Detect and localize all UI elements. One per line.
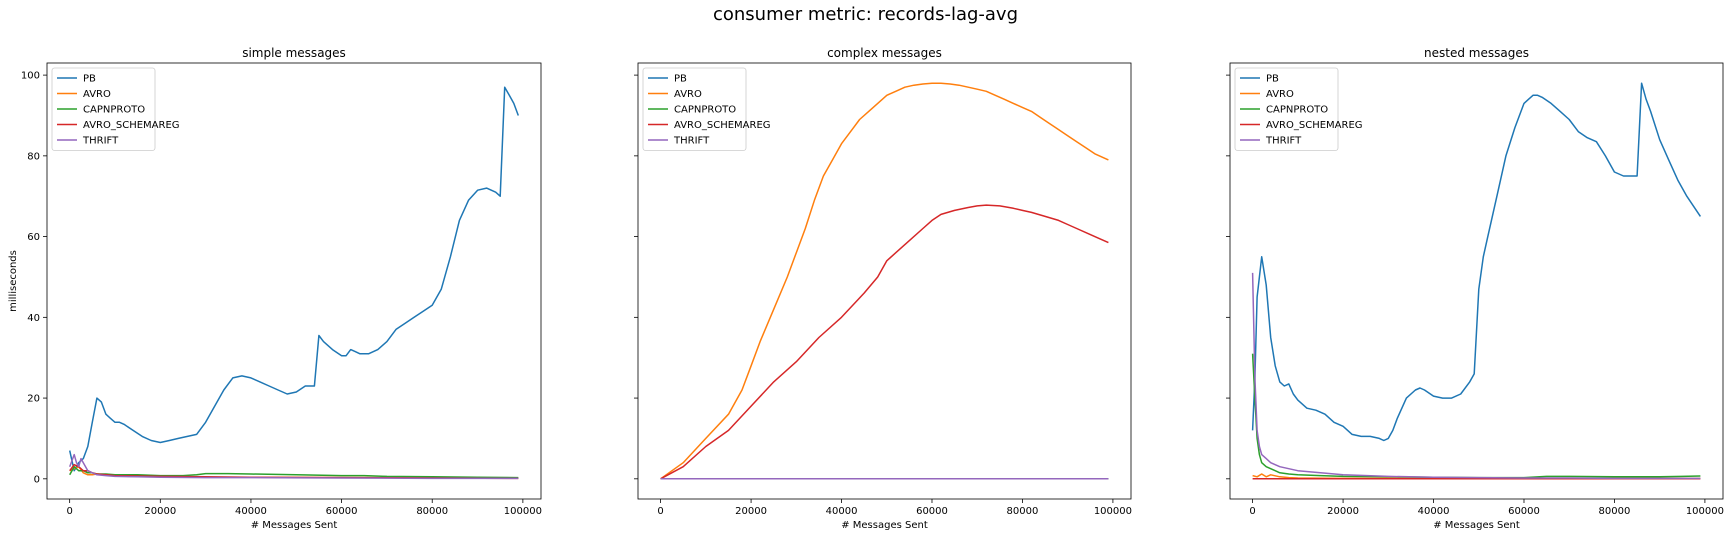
legend: PB AVRO CAPNPROTO AVRO_SCHEMAREG THRIFT [642, 67, 771, 151]
x-tick-label: 40000 [235, 506, 267, 517]
x-tick-label: 60000 [326, 506, 358, 517]
x-tick-label: 0 [1249, 506, 1255, 517]
x-tick-label: 0 [66, 506, 72, 517]
x-tick-label: 60000 [916, 506, 948, 517]
x-axis-label: # Messages Sent [251, 520, 338, 531]
x-tick-label: 40000 [826, 506, 858, 517]
x-tick-label: 20000 [735, 506, 767, 517]
legend-label: AVRO_SCHEMAREG [674, 120, 771, 131]
x-axis-label: # Messages Sent [841, 520, 928, 531]
legend: PB AVRO CAPNPROTO AVRO_SCHEMAREG THRIFT [1234, 67, 1363, 151]
legend-label: PB [674, 74, 687, 85]
y-tick-label: 60 [27, 232, 40, 243]
legend-label: CAPNPROTO [1266, 105, 1328, 116]
legend-label: AVRO [1266, 89, 1294, 100]
x-tick-label: 80000 [416, 506, 448, 517]
chart-title: nested messages [1424, 46, 1529, 60]
legend-label: AVRO_SCHEMAREG [1266, 120, 1363, 131]
x-tick-label: 0 [657, 506, 663, 517]
legend-label: CAPNPROTO [674, 105, 736, 116]
legend-label: AVRO_SCHEMAREG [83, 120, 180, 131]
y-axis-label: milliseconds [8, 250, 19, 312]
legend-label: AVRO [83, 89, 111, 100]
series-line-thrift [1251, 272, 1701, 480]
chart-title: simple messages [242, 46, 346, 60]
chart-panel-3: nested messages 0 20000 40000 60000 80000 1000… [1226, 46, 1724, 531]
legend-label: PB [83, 74, 96, 85]
legend-label: PB [1266, 74, 1279, 85]
legend: PB AVRO CAPNPROTO AVRO_SCHEMAREG THRIFT [51, 67, 180, 151]
x-tick-label: 100000 [1094, 506, 1132, 517]
figure-title: consumer metric: records-lag-avg [712, 4, 1018, 25]
series-line-avro-schemareg [660, 204, 1109, 480]
x-tick-label: 60000 [1508, 506, 1540, 517]
x-tick-label: 80000 [1007, 506, 1039, 517]
x-axis-label: # Messages Sent [1433, 520, 1520, 531]
x-tick-label: 20000 [1327, 506, 1359, 517]
legend-label: THRIFT [1265, 136, 1302, 147]
series-line-capnproto [69, 465, 519, 479]
legend-label: THRIFT [673, 136, 710, 147]
series-line-capnproto [1251, 353, 1701, 479]
x-tick-label: 80000 [1599, 506, 1631, 517]
plot-frame [46, 62, 542, 500]
legend-label: THRIFT [82, 136, 119, 147]
y-tick-label: 80 [27, 151, 40, 162]
plot-frame [1229, 62, 1724, 500]
plot-frame [637, 62, 1132, 500]
legend-box [1234, 67, 1339, 151]
series-line-pb [68, 86, 520, 472]
y-tick-label: 40 [27, 313, 40, 324]
series-line-thrift [68, 453, 519, 480]
series-line-avro [660, 82, 1109, 480]
chart-panel-2: complex messages 0 20000 40000 60000 80000 100… [634, 46, 1132, 531]
y-tick-label: 100 [21, 71, 40, 82]
legend-label: AVRO [674, 89, 702, 100]
y-tick-label: 0 [34, 474, 40, 485]
legend-label: CAPNPROTO [83, 105, 145, 116]
x-tick-label: 100000 [1686, 506, 1724, 517]
y-tick-label: 20 [27, 394, 40, 405]
series-line-pb [1251, 82, 1702, 442]
x-tick-label: 40000 [1418, 506, 1450, 517]
x-tick-label: 100000 [504, 506, 542, 517]
x-tick-label: 20000 [144, 506, 176, 517]
legend-box [642, 67, 747, 151]
legend-box [51, 67, 156, 151]
chart-title: complex messages [827, 46, 942, 60]
